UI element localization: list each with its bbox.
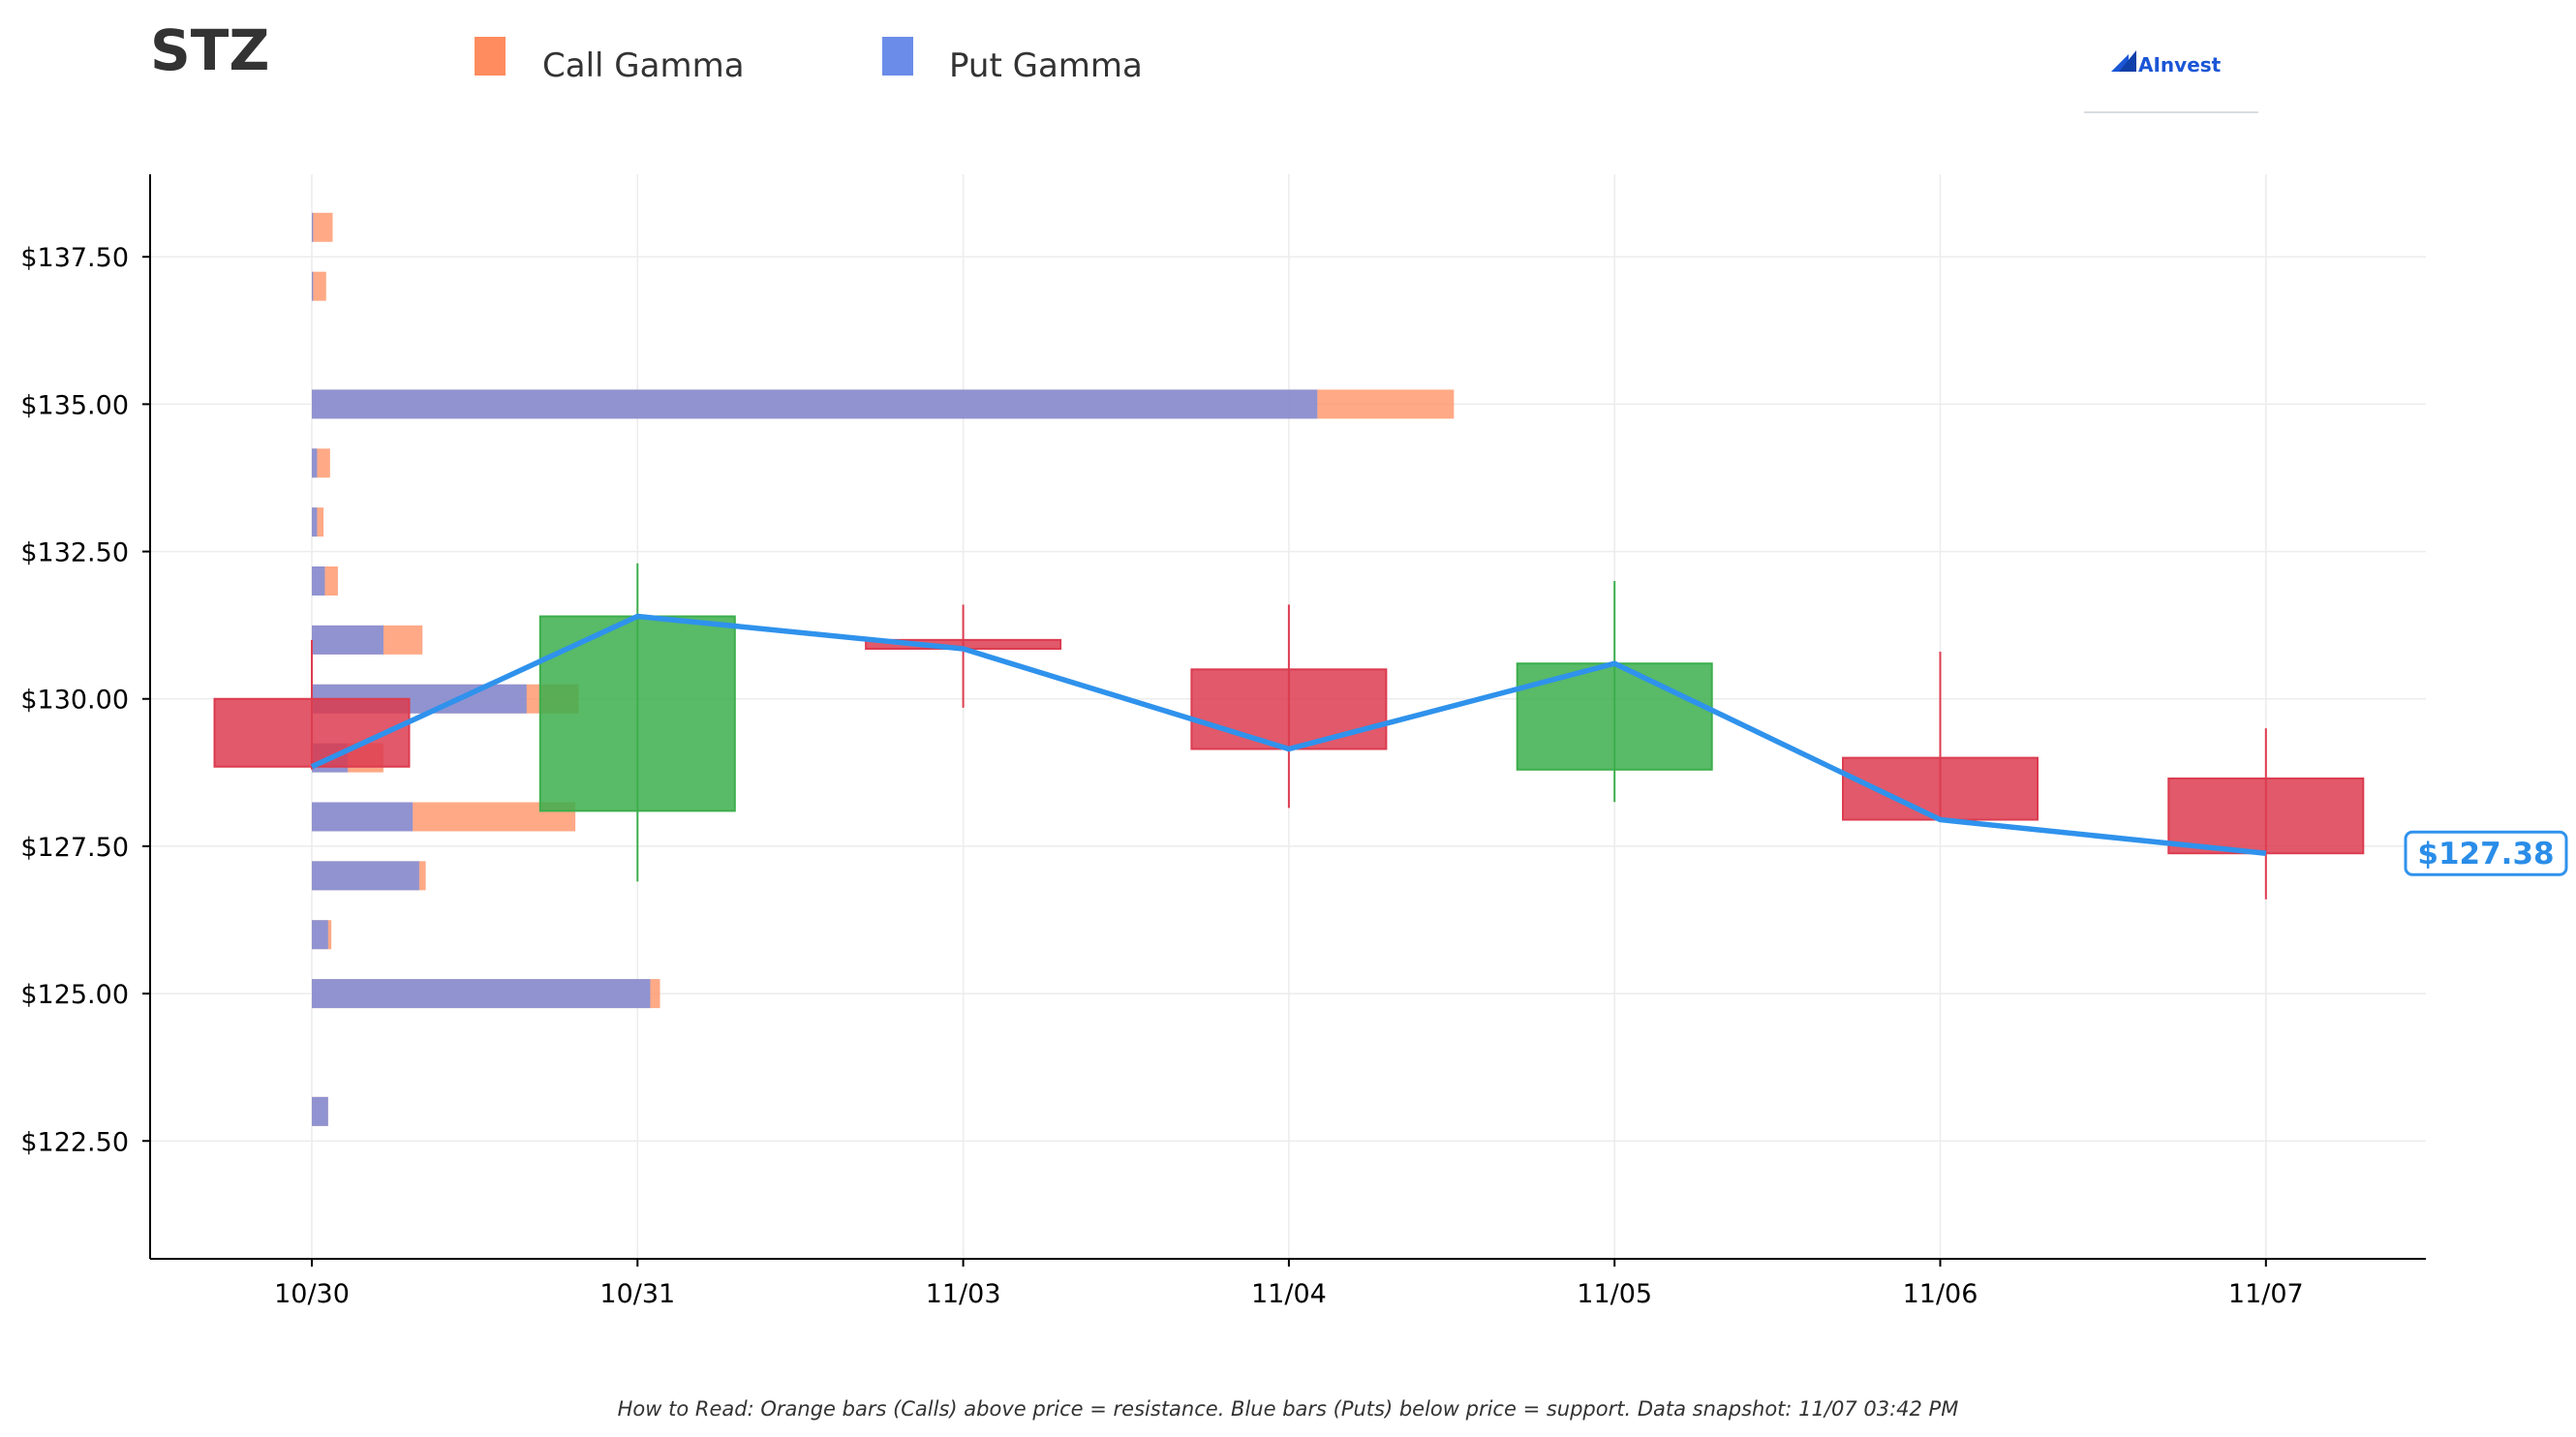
x-tick-label: 11/06 bbox=[1903, 1279, 1978, 1309]
legend: Call Gamma Put Gamma bbox=[475, 37, 1143, 85]
y-tick-label: $130.00 bbox=[20, 686, 129, 716]
put-gamma-bar bbox=[312, 920, 328, 950]
last-price-box bbox=[2404, 830, 2568, 876]
price-line bbox=[310, 613, 2267, 856]
candle-body bbox=[2167, 777, 2365, 855]
call-gamma-bar bbox=[312, 212, 333, 242]
put-gamma-bar bbox=[312, 625, 383, 655]
put-gamma-bar bbox=[312, 212, 314, 242]
ainvest-logo: AInvest bbox=[2084, 50, 2258, 113]
x-tick-label: 11/03 bbox=[926, 1279, 1001, 1309]
ainvest-logo-icon bbox=[2111, 50, 2136, 72]
put-gamma-bar bbox=[312, 448, 318, 478]
y-tick-label: $125.00 bbox=[20, 980, 129, 1010]
chart-title: STZ bbox=[150, 17, 269, 83]
x-tick-label: 11/05 bbox=[1577, 1279, 1652, 1309]
call-gamma-legend-swatch bbox=[475, 37, 506, 76]
put-gamma-bar bbox=[312, 1096, 328, 1126]
candle-body bbox=[1190, 668, 1388, 750]
x-tick-label: 11/07 bbox=[2228, 1279, 2304, 1309]
put-gamma-legend-swatch bbox=[882, 37, 913, 76]
put-gamma-bar bbox=[312, 389, 1318, 419]
put-gamma-bar bbox=[312, 861, 419, 891]
last-price-label: $127.38 bbox=[2404, 830, 2568, 876]
put-gamma-legend-label: Put Gamma bbox=[949, 46, 1143, 85]
axes: $122.50 $125.00 $127.50 $130.00 $132.50 $135.… bbox=[20, 174, 2426, 1309]
call-gamma-bar bbox=[312, 271, 326, 301]
put-gamma-bar bbox=[312, 271, 314, 301]
close-price-line bbox=[310, 613, 2267, 856]
x-tick-label: 11/04 bbox=[1251, 1279, 1327, 1309]
x-tick-label: 10/30 bbox=[274, 1279, 350, 1309]
put-gamma-bar bbox=[312, 507, 318, 537]
last-price-text: $127.38 bbox=[2417, 837, 2554, 871]
call-gamma-legend-label: Call Gamma bbox=[542, 46, 745, 85]
y-tick-label: $127.50 bbox=[20, 833, 129, 863]
footnote: How to Read: Orange bars (Calls) above p… bbox=[618, 1397, 1959, 1421]
x-tick-label: 10/31 bbox=[599, 1279, 675, 1309]
y-tick-label: $122.50 bbox=[20, 1127, 129, 1157]
put-gamma-bar bbox=[312, 802, 414, 832]
put-gamma-bar bbox=[312, 566, 325, 596]
gamma-bars bbox=[312, 212, 1455, 1126]
y-tick-label: $135.00 bbox=[20, 390, 129, 420]
put-gamma-bar bbox=[312, 979, 651, 1009]
y-tick-label: $132.50 bbox=[20, 538, 129, 568]
y-tick-label: $137.50 bbox=[20, 243, 129, 273]
ainvest-logo-text: AInvest bbox=[2138, 53, 2222, 76]
